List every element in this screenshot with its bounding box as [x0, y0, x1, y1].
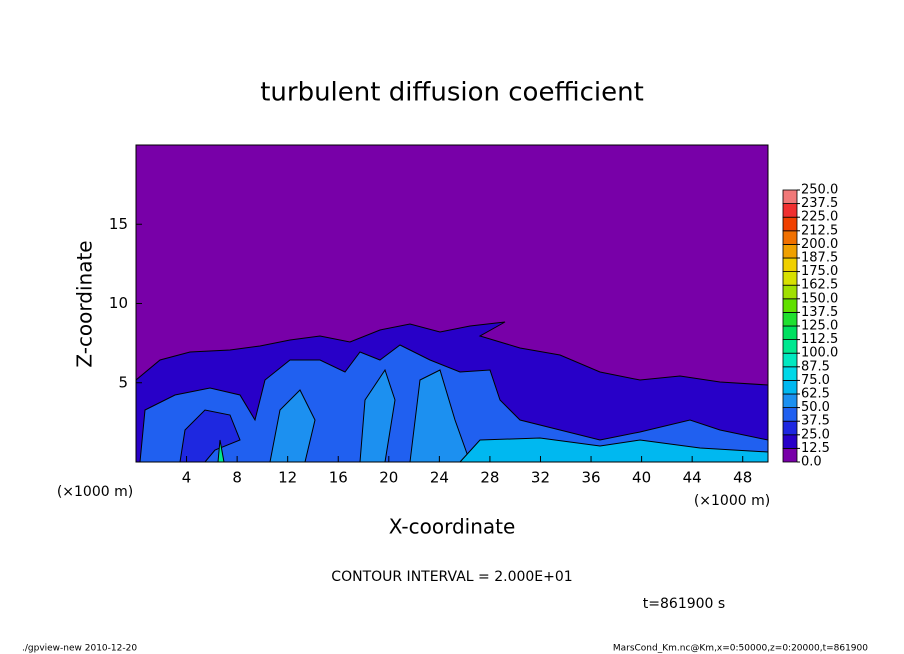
time-label: t=861900 s: [643, 596, 725, 612]
footer-right: MarsCond_Km.nc@Km,x=0:50000,z=0:20000,t=…: [613, 644, 868, 654]
colorbar-segment: [782, 352, 798, 368]
colorbar-segment: [782, 216, 798, 232]
colorbar-label: 112.5: [801, 332, 838, 347]
x-tick-label: 48: [733, 469, 752, 487]
colorbar-segment: [782, 393, 798, 409]
colorbar-label: 62.5: [801, 387, 830, 402]
colorbar-label: 25.0: [801, 427, 830, 442]
colorbar-label: 125.0: [801, 319, 838, 334]
colorbar-segment: [782, 366, 798, 381]
colorbar-segment: [782, 407, 798, 422]
x-tick-label: 4: [182, 469, 192, 487]
colorbar-label: 75.0: [801, 373, 830, 388]
x-tick-label: 24: [430, 469, 449, 487]
x-tick-label: 12: [278, 469, 297, 487]
x-unit-label: (×1000 m): [694, 493, 770, 509]
colorbar-segment: [782, 189, 798, 205]
chart-title: turbulent diffusion coefficient: [260, 78, 644, 108]
colorbar-label: 175.0: [801, 264, 838, 279]
x-tick-label: 36: [581, 469, 600, 487]
footer-left: ./gpview-new 2010-12-20: [22, 644, 137, 654]
colorbar-label: 250.0: [801, 183, 838, 198]
colorbar-label: 212.5: [801, 223, 838, 238]
x-tick-label: 8: [232, 469, 242, 487]
colorbar-label: 200.0: [801, 237, 838, 252]
x-axis-label: X-coordinate: [389, 515, 516, 539]
x-tick-label: 32: [531, 469, 550, 487]
colorbar-label: 37.5: [801, 414, 830, 429]
colorbar-label: 187.5: [801, 251, 838, 266]
colorbar-segment: [782, 230, 798, 245]
colorbar-label: 12.5: [801, 441, 830, 456]
colorbar-segment: [782, 434, 798, 449]
colorbar-label: 162.5: [801, 278, 838, 293]
colorbar-label: 87.5: [801, 359, 830, 374]
colorbar-segment: [782, 311, 798, 327]
colorbar-label: 225.0: [801, 210, 838, 225]
colorbar-label: 100.0: [801, 346, 838, 361]
colorbar-label: 137.5: [801, 305, 838, 320]
x-tick-label: 20: [379, 469, 398, 487]
y-tick-label: 10: [109, 294, 128, 312]
field: [135, 321, 769, 463]
colorbar-segment: [782, 325, 798, 341]
colorbar-segment: [782, 284, 798, 300]
x-tick-label: 44: [683, 469, 702, 487]
colorbar-label: 150.0: [801, 291, 838, 306]
colorbar-segment: [782, 379, 798, 395]
colorbar-segment: [782, 203, 798, 218]
x-tick-label: 28: [480, 469, 499, 487]
x-tick-label: 16: [329, 469, 348, 487]
x-unit-label: (×1000 m): [57, 484, 133, 500]
contour-interval: CONTOUR INTERVAL = 2.000E+01: [331, 569, 572, 585]
y-tick-label: 15: [109, 215, 128, 233]
colorbar-segment: [782, 257, 798, 273]
colorbar-segment: [782, 243, 798, 259]
colorbar-label: 0.0: [801, 455, 822, 470]
x-tick-label: 40: [632, 469, 651, 487]
colorbar-segment: [782, 420, 798, 436]
colorbar-segment: [782, 339, 798, 354]
colorbar-segment: [782, 447, 798, 463]
y-axis-label: Z-coordinate: [73, 240, 97, 367]
colorbar-label: 50.0: [801, 400, 830, 415]
colorbar-segment: [782, 298, 798, 313]
y-tick-label: 5: [118, 373, 128, 391]
colorbar-segment: [782, 271, 798, 286]
colorbar-label: 237.5: [801, 196, 838, 211]
